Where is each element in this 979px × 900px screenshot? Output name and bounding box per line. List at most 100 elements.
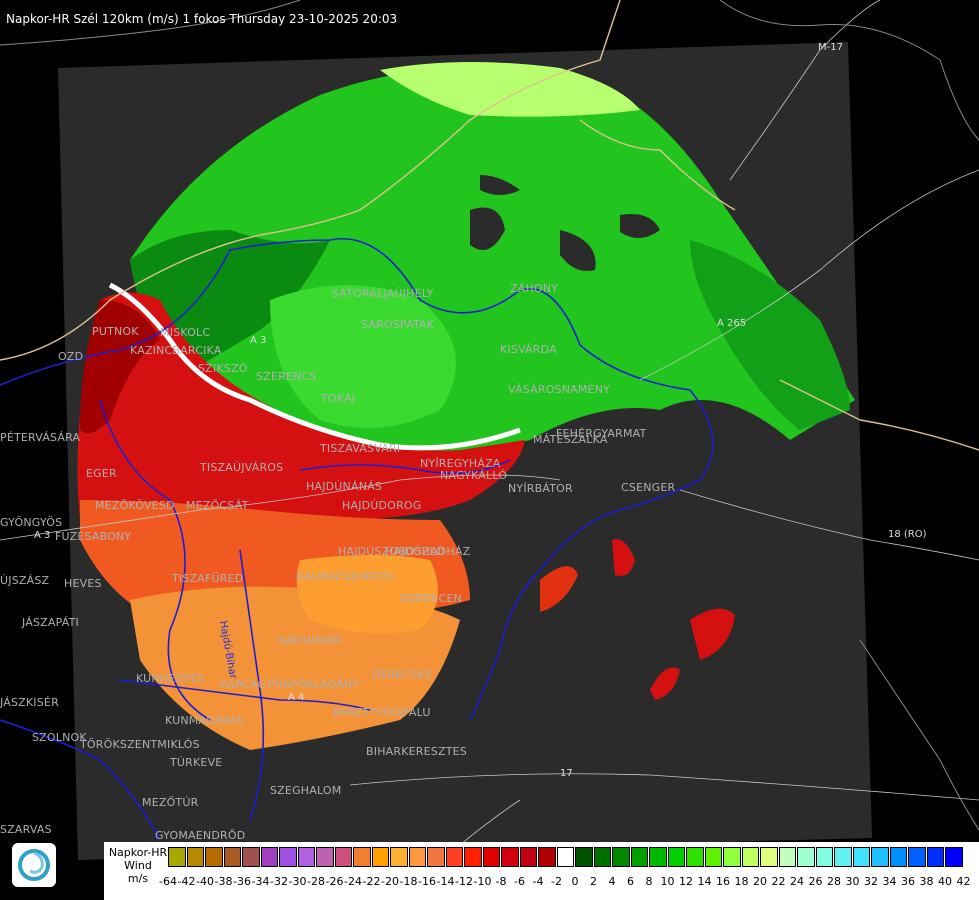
place-label: SZOLNOK xyxy=(32,731,87,744)
place-label: NÁDUDVAR xyxy=(278,634,343,647)
legend-tick: 2 xyxy=(590,875,597,888)
place-label: TOKAJ xyxy=(321,392,356,405)
legend-swatch xyxy=(852,847,870,867)
legend-swatch xyxy=(834,847,852,867)
road-label: 17 xyxy=(560,768,573,779)
place-label: HAJDÚSZOBOSZLÓ xyxy=(338,545,445,558)
legend-tick: 40 xyxy=(938,875,952,888)
road-label: 18 (RO) xyxy=(888,529,927,540)
color-legend: Napkor-HR Wind m/s -64 -42 -40 -38 -36 -34 -32… xyxy=(104,842,979,900)
velocity-zone-amber xyxy=(296,555,438,634)
place-label: PÉTERVÁSÁRA xyxy=(0,431,81,444)
legend-tick: -20 xyxy=(381,875,399,888)
legend-tick: -24 xyxy=(344,875,362,888)
legend-tick: 42 xyxy=(956,875,971,888)
legend-tick: -40 xyxy=(196,875,214,888)
place-label: HAJDÚHADHÁZ xyxy=(385,545,471,558)
napkor-logo xyxy=(12,843,56,887)
place-label: NYÍREGYHÁZA xyxy=(420,457,501,470)
velocity-cell-east-4 xyxy=(612,539,635,576)
place-label: NYÍRBÁTOR xyxy=(508,482,573,495)
county-borders xyxy=(0,238,714,841)
legend-swatch xyxy=(760,847,778,867)
legend-tick: 0 xyxy=(571,875,579,888)
velocity-zone-mid-green xyxy=(270,285,456,428)
place-label: OZD xyxy=(58,350,84,363)
place-label: DERECSKE xyxy=(372,668,433,681)
legend-tick: -18 xyxy=(399,875,418,888)
place-label: ÚJSZÁSZ xyxy=(0,574,50,587)
place-label: SÁTORALJAÚJHELY xyxy=(332,287,434,300)
place-label: TISZAÚJVÁROS xyxy=(200,461,284,474)
legend-swatch xyxy=(223,847,241,867)
legend-swatch xyxy=(889,847,907,867)
legend-tick: 26 xyxy=(808,875,823,888)
legend-tick: -14 xyxy=(436,875,455,888)
velocity-field xyxy=(77,61,855,750)
place-label: TÖRÖKSZENTMIKLÓS xyxy=(80,738,200,751)
place-label: GYÖNGYÖS xyxy=(0,516,63,529)
road-label: A 3 xyxy=(34,530,51,541)
legend-tick: -8 xyxy=(495,875,507,888)
place-label: BALMAZÚJVÁROS xyxy=(296,570,394,583)
place-label: PUTNOK xyxy=(92,325,139,338)
outer-boundaries xyxy=(0,0,979,831)
place-label: KUNMADARAS xyxy=(165,714,245,727)
legend-tick: 4 xyxy=(608,875,616,888)
legend-tick: -38 xyxy=(214,875,233,888)
legend-swatch xyxy=(575,847,593,867)
legend-tick: -4 xyxy=(532,875,544,888)
legend-tick: -34 xyxy=(251,875,270,888)
legend-swatch xyxy=(353,847,371,867)
legend-swatch xyxy=(612,847,630,867)
legend-tick: 34 xyxy=(882,875,897,888)
place-label: KARCAG xyxy=(220,678,267,691)
legend-title-line: m/s xyxy=(127,872,149,885)
legend-swatch xyxy=(649,847,667,867)
legend-tick: -10 xyxy=(473,875,492,888)
legend-tick: 24 xyxy=(790,875,804,888)
place-label: SÁROSPATAK xyxy=(361,318,435,331)
place-label: KISVÁRDA xyxy=(500,343,557,356)
place-label: HEVES xyxy=(64,577,102,590)
legend-swatch xyxy=(797,847,815,867)
place-label: SZARVAS xyxy=(0,823,52,836)
legend-swatch xyxy=(704,847,722,867)
place-label: GYOMAENDRŐD xyxy=(155,829,246,842)
country-border xyxy=(0,0,979,451)
place-label: FEHÉRGYARMAT xyxy=(556,427,647,440)
legend-tick: 8 xyxy=(645,875,653,888)
no-data-gap-1 xyxy=(470,207,505,250)
road-label: A 265 xyxy=(717,318,747,329)
legend-tick: -42 xyxy=(177,875,196,888)
legend-swatch xyxy=(390,847,408,867)
legend-tick: 6 xyxy=(627,875,634,888)
legend-tick: 22 xyxy=(771,875,786,888)
legend-swatch xyxy=(168,847,186,867)
place-label: PÜSPÖKLADÁNY xyxy=(268,678,360,691)
legend-swatch xyxy=(482,847,500,867)
legend-tick: -30 xyxy=(288,875,307,888)
legend-tick: 10 xyxy=(660,875,675,888)
place-label: CSENGER xyxy=(621,481,676,494)
legend-title-line: Wind xyxy=(124,859,152,872)
swirl-icon xyxy=(18,849,50,881)
legend-swatch xyxy=(316,847,334,867)
legend-tick: 14 xyxy=(697,875,712,888)
legend-swatch xyxy=(427,847,445,867)
legend-title-line: Napkor-HR xyxy=(108,846,168,859)
legend-swatch xyxy=(945,847,963,867)
velocity-zone-red xyxy=(77,292,525,560)
legend-tick: -16 xyxy=(418,875,436,888)
legend-tick: 30 xyxy=(845,875,860,888)
legend-swatch xyxy=(556,847,574,867)
legend-swatch xyxy=(519,847,537,867)
map-title: Napkor-HR Szél 120km (m/s) 1 fokos Thurs… xyxy=(6,12,398,26)
legend-tick: 20 xyxy=(753,875,767,888)
legend-swatch xyxy=(279,847,297,867)
place-label: JÁSZKISÉR xyxy=(0,696,59,709)
place-label: SZIKSZÓ xyxy=(198,362,248,375)
place-label: NAGYKÁLLÓ xyxy=(440,469,508,482)
legend-swatch xyxy=(667,847,685,867)
